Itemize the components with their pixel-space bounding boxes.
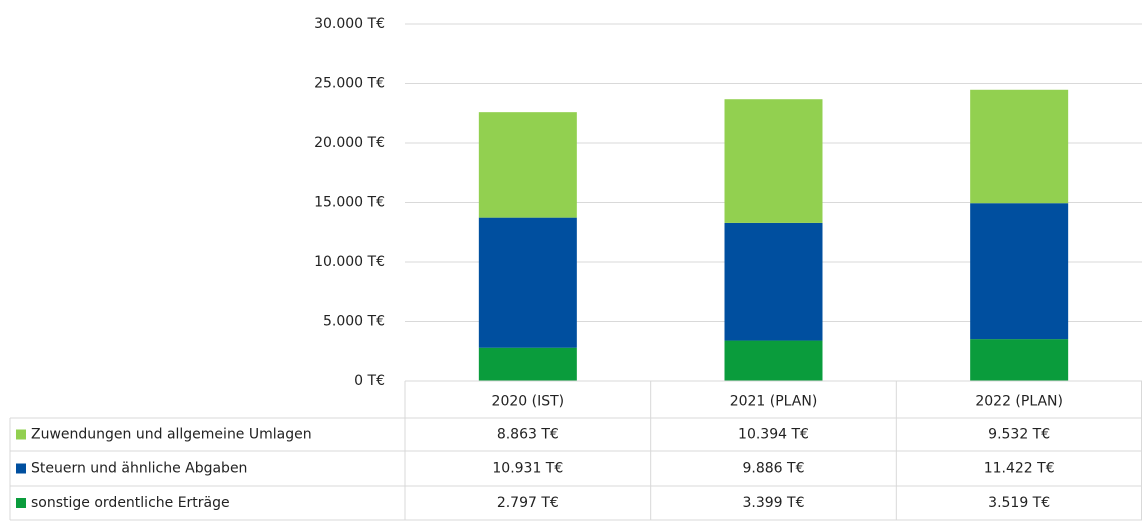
data-label: 3.399 T€ (743, 495, 805, 511)
y-tick-label: 5.000 T€ (323, 314, 385, 330)
bar-segment (478, 112, 577, 218)
bar-segment (724, 340, 823, 381)
y-tick-label: 25.000 T€ (314, 76, 385, 92)
bar-segment (478, 347, 577, 381)
data-label: 10.394 T€ (738, 427, 809, 443)
data-label: 9.886 T€ (743, 461, 805, 477)
legend-label: sonstige ordentliche Erträge (31, 495, 230, 511)
data-label: 3.519 T€ (988, 495, 1050, 511)
legend-swatch (16, 429, 26, 440)
data-label: 11.422 T€ (984, 461, 1055, 477)
bar-segment (970, 89, 1069, 204)
y-tick-label: 20.000 T€ (314, 135, 385, 151)
bar-segment (724, 222, 823, 341)
bar-segment (478, 217, 577, 348)
legend-swatch (16, 498, 26, 508)
data-label: 10.931 T€ (492, 461, 563, 477)
y-tick-label: 15.000 T€ (314, 195, 385, 211)
data-label: 2.797 T€ (497, 495, 559, 511)
y-tick-label: 0 T€ (354, 373, 385, 389)
x-tick-label: 2020 (IST) (492, 394, 565, 410)
x-tick-label: 2021 (PLAN) (730, 394, 818, 410)
data-label: 8.863 T€ (497, 427, 559, 443)
legend-label: Zuwendungen und allgemeine Umlagen (31, 427, 312, 443)
legend-label: Steuern und ähnliche Abgaben (31, 461, 247, 477)
legend-swatch (16, 463, 26, 474)
bar-segment (724, 99, 823, 223)
bar-segment (970, 203, 1069, 340)
y-tick-label: 10.000 T€ (314, 254, 385, 270)
x-tick-label: 2022 (PLAN) (975, 394, 1063, 410)
bar-segment (970, 339, 1069, 381)
data-label: 9.532 T€ (988, 427, 1050, 443)
y-tick-label: 30.000 T€ (314, 16, 385, 32)
